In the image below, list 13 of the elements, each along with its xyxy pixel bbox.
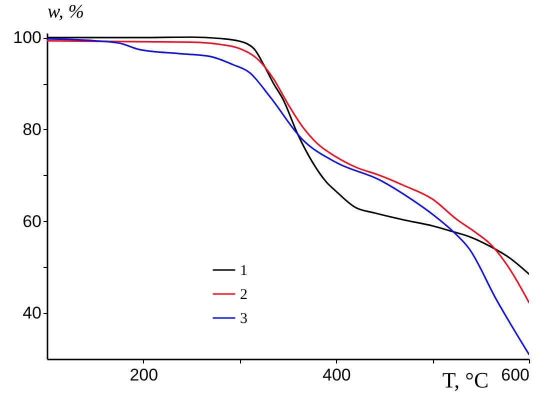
legend-label: 1: [240, 263, 248, 279]
legend-label: 3: [240, 311, 248, 327]
y-axis-title: w, %: [48, 2, 84, 22]
x-tick-label: 600: [501, 366, 530, 384]
x-axis-title: T, °C: [442, 368, 489, 392]
y-tick-label: 80: [22, 120, 42, 139]
legend-label: 2: [240, 287, 248, 303]
y-tick-label: 60: [22, 212, 42, 231]
x-tick-label: 400: [322, 366, 351, 384]
line-series: [47, 38, 529, 356]
y-tick-label: 40: [22, 304, 42, 323]
y-tick-label: 100: [13, 28, 42, 48]
x-tick-label: 200: [130, 366, 158, 384]
